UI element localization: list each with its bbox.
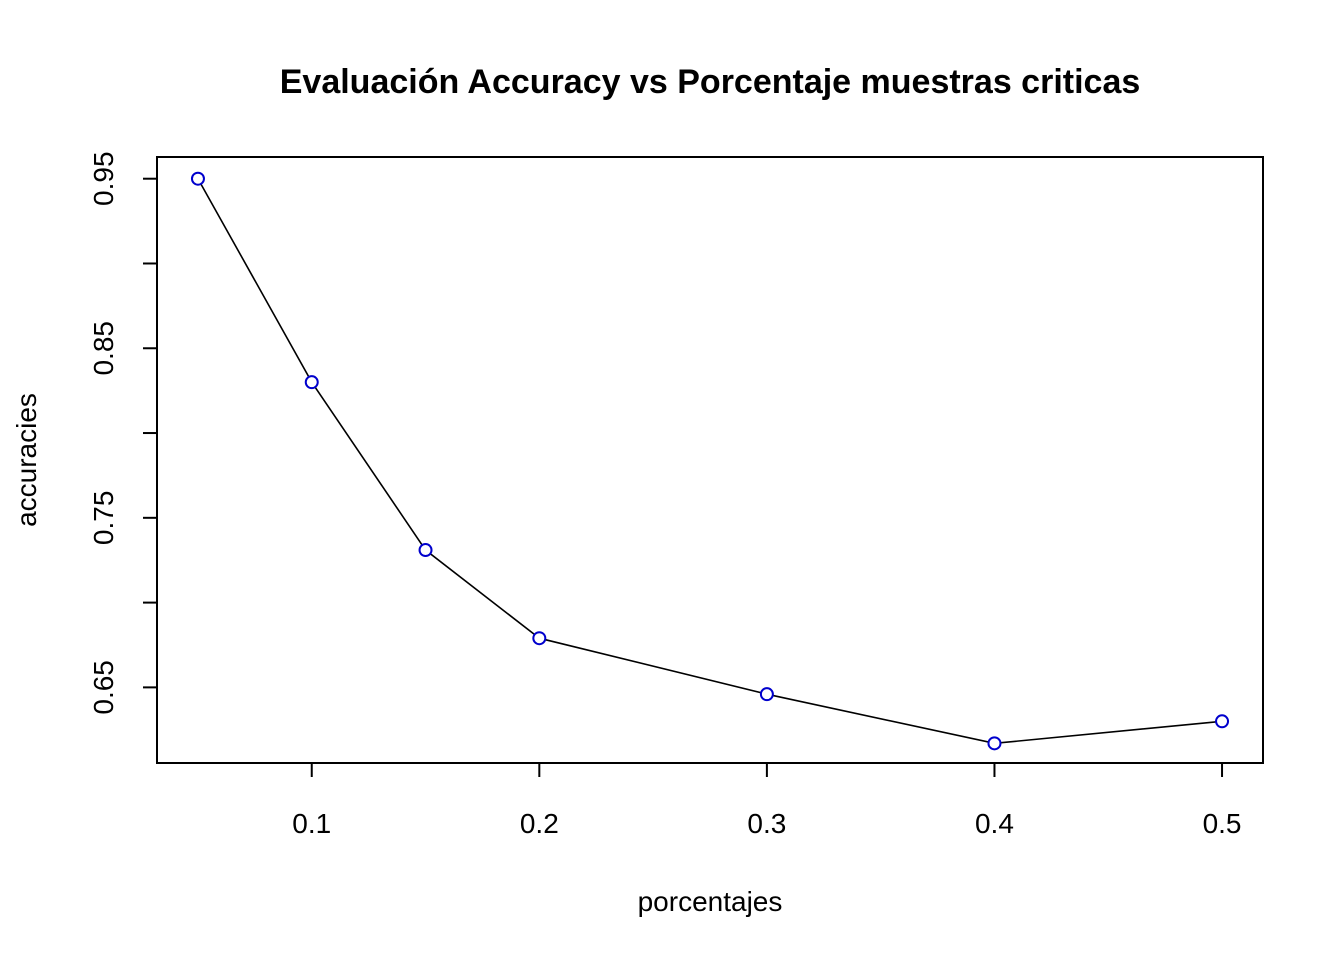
x-tick-label: 0.5 <box>1203 808 1242 839</box>
data-point <box>418 543 433 558</box>
x-tick-label: 0.1 <box>292 808 331 839</box>
x-axis-label: porcentajes <box>638 886 783 917</box>
y-axis: 0.65 0.75 0.85 0.95 <box>88 151 158 715</box>
y-tick-label: 0.95 <box>88 151 119 206</box>
y-axis-label: accuracies <box>11 393 42 527</box>
data-point <box>759 687 774 702</box>
data-point <box>190 171 205 186</box>
plot-frame <box>156 156 1264 764</box>
x-tick-label: 0.3 <box>747 808 786 839</box>
y-tick-label: 0.85 <box>88 321 119 376</box>
x-tick-label: 0.2 <box>520 808 559 839</box>
x-tick-label: 0.4 <box>975 808 1014 839</box>
series-line <box>197 178 1223 745</box>
data-point <box>987 736 1002 751</box>
data-point <box>532 631 547 646</box>
data-points <box>190 171 1230 751</box>
y-tick-label: 0.75 <box>88 491 119 546</box>
data-point <box>304 375 319 390</box>
y-tick-label: 0.65 <box>88 660 119 715</box>
data-point <box>1215 714 1230 729</box>
x-axis: 0.1 0.2 0.3 0.4 0.5 <box>292 762 1242 839</box>
chart-title: Evaluación Accuracy vs Porcentaje muestr… <box>280 63 1141 101</box>
